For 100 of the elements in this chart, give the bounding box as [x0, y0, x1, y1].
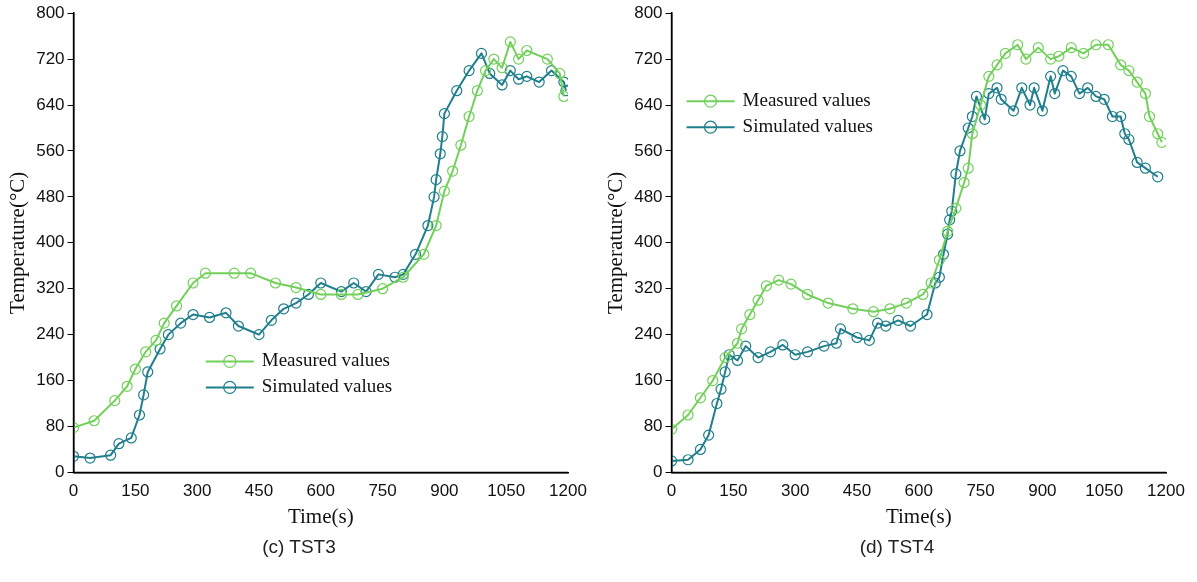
point [1123, 133, 1135, 146]
legend-label: Simulated values [261, 375, 393, 397]
x-tick-label: 600 [306, 481, 335, 501]
point [789, 349, 801, 361]
point [880, 320, 892, 332]
point [929, 277, 941, 289]
point [245, 267, 257, 279]
point [719, 352, 731, 364]
point [1119, 128, 1131, 140]
point [430, 174, 442, 186]
point [752, 294, 764, 306]
point [1139, 162, 1151, 174]
y-tick-label: 720 [634, 48, 663, 68]
point [372, 268, 385, 280]
legend-label: Simulated values [742, 115, 873, 137]
point [521, 44, 533, 57]
point [496, 62, 508, 74]
text: (c) TST3 [261, 536, 337, 558]
point [447, 165, 459, 177]
y-tick-label: 400 [634, 232, 663, 252]
point [962, 122, 974, 134]
point [203, 311, 216, 324]
point [533, 76, 545, 88]
point [438, 185, 450, 197]
point [228, 267, 240, 279]
point [187, 308, 199, 321]
y-tick-label: 320 [634, 278, 663, 298]
point [434, 148, 446, 160]
x-tick-label: 300 [780, 481, 810, 501]
point [682, 409, 694, 421]
point [438, 108, 450, 120]
point [944, 214, 956, 226]
point [1139, 87, 1151, 100]
point [707, 374, 719, 387]
point [496, 79, 508, 91]
point [504, 36, 516, 48]
point [760, 280, 772, 292]
point [1106, 110, 1119, 123]
point [1090, 90, 1102, 103]
point [785, 278, 797, 290]
point [801, 288, 814, 301]
legend-label: Measured values [742, 89, 871, 111]
point [278, 303, 290, 315]
point [121, 380, 133, 392]
point [711, 397, 723, 410]
point [451, 85, 463, 97]
point [950, 168, 962, 180]
point [983, 70, 995, 82]
x-tick-label: 1200 [1147, 481, 1185, 501]
point [1082, 82, 1094, 94]
y-tick-label: 240 [36, 324, 65, 344]
x-tick-label: 0 [666, 481, 677, 501]
point [979, 113, 991, 125]
point [1057, 65, 1069, 77]
point [715, 383, 727, 395]
x-tick-label: 1050 [487, 481, 526, 501]
point [463, 65, 475, 77]
point [302, 288, 315, 301]
point [1045, 70, 1057, 82]
point [554, 67, 566, 80]
x-tick-label: 1200 [549, 481, 587, 501]
point [1016, 82, 1028, 94]
point [1143, 110, 1156, 123]
point [892, 314, 904, 326]
point [1077, 47, 1090, 59]
point [430, 219, 442, 232]
x-tick-label: 600 [904, 481, 933, 501]
point [1024, 99, 1036, 111]
point [999, 47, 1011, 59]
point [983, 87, 995, 100]
point [1123, 65, 1135, 77]
x-tick-label: 150 [121, 481, 150, 501]
point [521, 70, 533, 82]
point [731, 354, 744, 367]
point [475, 47, 488, 59]
y-tick-label: 720 [36, 48, 65, 68]
point [991, 82, 1003, 94]
point [428, 191, 440, 203]
point [917, 288, 929, 301]
point [1053, 50, 1065, 62]
point [315, 288, 327, 301]
x-tick-label: 300 [182, 481, 212, 501]
point [1152, 128, 1164, 140]
point [389, 271, 401, 283]
point [1098, 93, 1110, 105]
point [703, 429, 715, 441]
y-tick-label: 800 [36, 2, 65, 22]
point [863, 334, 875, 346]
point [777, 339, 789, 351]
point [682, 454, 694, 466]
text: (d) TST4 [858, 536, 936, 558]
point [290, 297, 302, 309]
point [991, 59, 1003, 71]
x-tick-label: 0 [68, 481, 79, 501]
point [105, 449, 117, 461]
point [974, 99, 987, 111]
point [950, 202, 962, 214]
point [818, 340, 830, 352]
y-tick-label: 640 [36, 94, 65, 114]
point [376, 283, 389, 295]
